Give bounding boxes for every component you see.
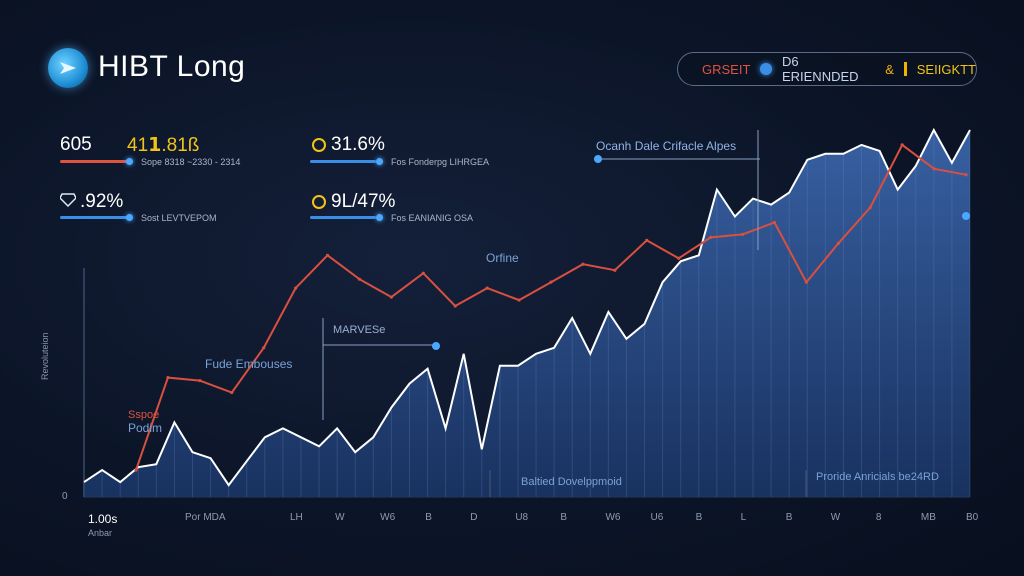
coin-icon <box>312 195 326 209</box>
annotation-label: Baltied Dovelppmoid <box>521 476 622 488</box>
app-logo-icon <box>48 48 88 88</box>
trend-point <box>964 173 968 177</box>
trend-point <box>357 277 362 281</box>
stat-4-dot-icon <box>376 214 383 221</box>
x-tick-label: W <box>830 512 841 523</box>
x-tick-label: B0 <box>966 512 979 523</box>
stat-4-sub: Fos EANIANIG OSA <box>391 213 474 223</box>
trend-point <box>453 304 457 308</box>
stat-3-bar <box>60 216 128 219</box>
x-tick-label: 8 <box>875 512 882 523</box>
y-axis-label: Revoluteion <box>40 332 50 380</box>
diamond-icon <box>59 193 77 208</box>
x-tick-label: U6 <box>650 512 664 523</box>
trend-point <box>421 271 425 275</box>
trend-point <box>868 205 872 210</box>
trend-point <box>294 286 298 290</box>
x-tick-label: B <box>695 512 703 523</box>
x-tick-label: D <box>470 512 478 523</box>
trend-point <box>772 220 777 225</box>
trend-point <box>230 390 234 395</box>
trend-point <box>804 280 808 284</box>
annotation-label: Podim <box>128 421 163 435</box>
stat-1-value: 605 <box>60 134 92 155</box>
trend-point <box>677 256 681 260</box>
stat-1-dot-icon <box>126 158 133 165</box>
trend-point <box>932 167 936 171</box>
x-tick-label: W6 <box>605 512 621 523</box>
pill-yellow-label: SEIIGKTT <box>916 61 976 77</box>
pill-bar-icon <box>903 62 907 76</box>
coin-icon <box>312 138 326 152</box>
pill-blue-label: D6 ERIENNDED <box>781 54 859 84</box>
stat-1-value-secondary: 41𝟭.81ß <box>127 135 200 156</box>
annotation-label: Proride Anricials be24RD <box>816 471 939 483</box>
annotation-label: MARVESe <box>333 324 386 336</box>
x-tick-labels: Por MDA LH W W6 B D U8 B W6 U6 B L B W 8 MB B0 <box>0 512 1024 532</box>
trend-point <box>325 253 330 257</box>
stat-1-bar <box>60 160 128 163</box>
stat-4-bar <box>310 216 376 219</box>
trend-point <box>709 235 713 239</box>
trend-point <box>166 376 170 380</box>
trend-point <box>645 238 649 242</box>
trend-point <box>549 280 553 284</box>
stat-2-sub: Fos Fonderpg LIHRGEA <box>391 157 490 167</box>
stat-3-value: .92% <box>80 191 124 212</box>
y-zero-label: 0 <box>62 491 68 502</box>
trend-point <box>581 262 585 266</box>
pill-ampersand: & <box>885 61 894 77</box>
stat-4-value: 9L/47% <box>331 191 396 212</box>
x-tick-label: B <box>560 512 568 523</box>
x-tick-label: LH <box>290 512 303 523</box>
pill-red-label: GRSEIT <box>702 61 751 77</box>
annotation-label: Fude Embouses <box>205 357 293 371</box>
trend-point <box>198 379 202 383</box>
stat-2-value: 31.6% <box>331 134 385 155</box>
trend-point <box>262 346 266 350</box>
annotation-marker <box>594 155 602 163</box>
x-tick-label: B <box>785 512 793 523</box>
pill-dot-icon <box>760 63 772 75</box>
trend-point <box>613 268 617 272</box>
x-tick-label: W <box>335 512 345 523</box>
stat-2-dot-icon <box>376 158 383 165</box>
stat-3-dot-icon <box>126 214 133 221</box>
annotation-label: Orfine <box>486 251 519 265</box>
trend-point <box>485 286 489 290</box>
annotation-marker <box>962 212 970 220</box>
trend-point <box>836 241 840 245</box>
page-title: HIBT Long <box>98 50 246 83</box>
trend-point <box>134 468 138 472</box>
x-start-sub: Anbar <box>88 528 113 538</box>
stat-1-sub: Sope 8318 ~2330 - 2314 <box>141 157 241 167</box>
stat-2-bar <box>310 160 376 163</box>
x-start-label: 1.00s <box>88 512 118 526</box>
trend-point <box>517 298 521 302</box>
annotation-label: Sspoe <box>128 409 160 421</box>
annotation-label: Ocanh Dale Crifacle Alpes <box>596 139 737 153</box>
x-tick-label: B <box>425 512 432 523</box>
area-fill <box>84 130 970 497</box>
annotation-marker <box>432 342 440 350</box>
trend-point <box>740 232 745 237</box>
x-tick-label: L <box>740 512 747 523</box>
trend-point <box>389 295 393 299</box>
x-tick-label: U8 <box>515 512 529 523</box>
area-series-line <box>83 127 971 487</box>
x-tick-label: Por MDA <box>185 512 226 523</box>
x-tick-label: W6 <box>380 512 396 523</box>
stat-3-sub: Sost LEVTVEPOM <box>141 213 217 223</box>
status-pill[interactable]: GRSEIT D6 ERIENNDED & SEIIGKTT <box>677 52 977 86</box>
trend-point <box>900 143 904 147</box>
x-tick-label: MB <box>920 512 936 523</box>
